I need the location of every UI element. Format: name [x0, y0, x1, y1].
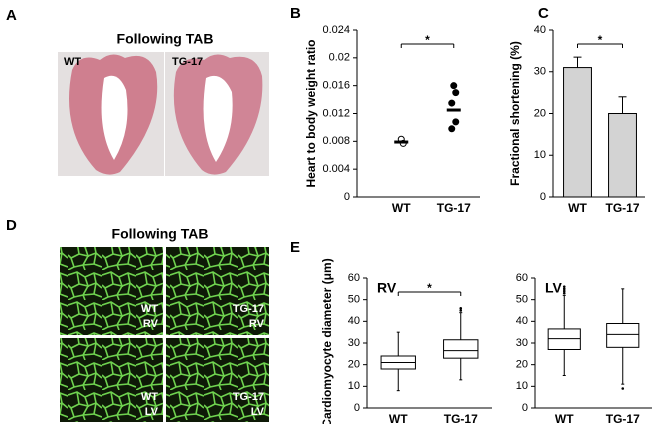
box: [443, 339, 479, 359]
image-label: TG-17: [172, 56, 203, 68]
outlier: [621, 387, 625, 390]
y-tick-label: 10: [534, 149, 546, 161]
outlier: [459, 309, 463, 312]
x-tick-label: WT: [389, 412, 408, 424]
micrograph: WT LV: [60, 338, 163, 422]
y-tick-label: 0.004: [322, 163, 350, 175]
data-point: [452, 89, 460, 97]
y-tick-label: 40: [534, 24, 546, 36]
y-tick-label: 0.016: [322, 80, 350, 92]
y-tick-label: 50: [516, 294, 528, 306]
bar: [608, 113, 637, 198]
x-tick-label: TG-17: [605, 201, 639, 215]
y-tick-label: 20: [534, 107, 546, 119]
y-tick-label: 0: [540, 191, 546, 203]
y-tick-label: 50: [348, 294, 360, 306]
data-point: [448, 99, 456, 107]
annotation: *: [598, 33, 603, 47]
y-tick-label: 30: [516, 337, 528, 349]
data-point: [452, 118, 460, 126]
y-tick-label: 0.008: [322, 135, 350, 147]
y-tick-label: 20: [348, 359, 360, 371]
outlier: [459, 307, 463, 310]
y-tick-label: 20: [516, 359, 528, 371]
image-label: WT: [64, 56, 81, 68]
panel-letter: B: [290, 5, 301, 22]
y-tick-label: 0.012: [322, 107, 350, 119]
y-tick-label: 30: [534, 66, 546, 78]
y-tick-label: 40: [348, 315, 360, 327]
bar: [563, 67, 592, 198]
x-tick-label: TG-17: [606, 412, 640, 424]
outlier: [562, 287, 566, 291]
outlier: [562, 291, 566, 295]
histology-image: WT: [58, 52, 164, 176]
x-tick-label: WT: [568, 201, 587, 215]
y-axis-label: Cardiomyocyte diameter (μm): [320, 258, 334, 424]
y-tick-label: 0: [522, 402, 528, 414]
image-label: RV: [143, 318, 159, 330]
x-tick-label: WT: [555, 412, 574, 424]
image-label: LV: [145, 406, 159, 418]
y-tick-label: 0.02: [329, 52, 350, 64]
image-label: WT: [141, 391, 158, 403]
image-label: LV: [251, 406, 265, 418]
chart-title: RV: [377, 280, 397, 296]
panel-letter: E: [290, 239, 300, 256]
annotation: *: [427, 281, 432, 295]
image-label: RV: [249, 318, 265, 330]
image-label: TG-17: [233, 303, 264, 315]
y-tick-label: 60: [516, 272, 528, 284]
image-label: TG-17: [233, 391, 264, 403]
image-label: WT: [141, 303, 158, 315]
micrograph: WT RV: [60, 247, 163, 335]
y-tick-label: 0.024: [322, 24, 350, 36]
chart-title: LV: [545, 280, 563, 296]
outlier: [562, 289, 566, 293]
panel-letter: A: [6, 7, 17, 24]
x-tick-label: TG-17: [444, 412, 478, 424]
y-tick-label: 10: [516, 380, 528, 392]
y-tick-label: 0: [344, 191, 350, 203]
data-point: [448, 125, 456, 133]
annotation: *: [425, 33, 430, 47]
micrograph: TG-17 LV: [166, 338, 269, 422]
panel-letter: C: [538, 5, 549, 22]
histology-image: TG-17: [165, 52, 269, 176]
y-tick-label: 10: [348, 380, 360, 392]
y-axis-label: Fractional shortening (%): [508, 41, 522, 186]
box: [547, 328, 581, 350]
y-tick-label: 40: [516, 315, 528, 327]
box: [606, 323, 640, 348]
y-axis-label: Heart to body weight ratio: [304, 39, 318, 187]
panel-title: Following TAB: [117, 31, 214, 47]
outlier: [562, 285, 566, 288]
panel-title: Following TAB: [112, 226, 209, 242]
y-tick-label: 30: [348, 337, 360, 349]
panel-letter: D: [6, 217, 17, 234]
x-tick-label: WT: [392, 201, 411, 215]
micrograph: TG-17 RV: [166, 247, 269, 335]
y-tick-label: 0: [354, 402, 360, 414]
x-tick-label: TG-17: [437, 201, 471, 215]
data-point: [450, 82, 458, 90]
y-tick-label: 60: [348, 272, 360, 284]
